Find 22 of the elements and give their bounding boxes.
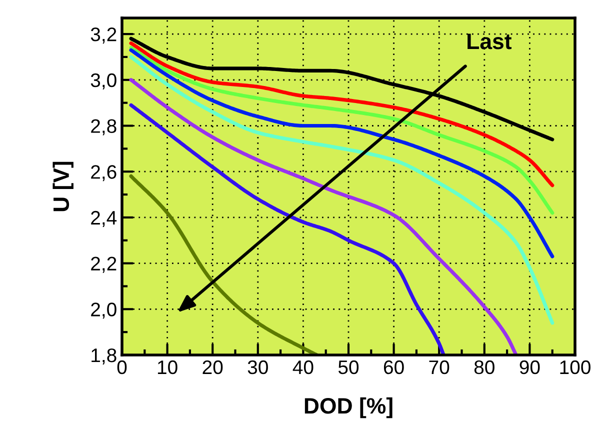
y-axis-title: U [V] <box>52 162 74 212</box>
x-tick-label: 70 <box>429 360 450 374</box>
x-tick-label: 80 <box>474 360 494 374</box>
x-tick-label: 10 <box>158 360 178 374</box>
x-tick-label: 0 <box>117 360 127 374</box>
y-tick-label: 3,2 <box>90 28 116 44</box>
y-tick-label: 2,2 <box>91 256 116 273</box>
y-tick-label: 2,4 <box>91 210 117 227</box>
x-tick-label: 20 <box>202 360 223 374</box>
y-tick-label: 3,0 <box>90 73 116 90</box>
y-tick-label: 1,8 <box>92 348 116 365</box>
x-tick-label: 40 <box>292 360 314 374</box>
y-tick-label: 2,0 <box>91 302 116 319</box>
x-tick-label: 90 <box>520 360 540 374</box>
x-tick-label: 50 <box>338 360 359 374</box>
y-tick-label: 2,8 <box>91 119 116 136</box>
x-axis-title: DOD [%] <box>304 397 392 418</box>
x-tick-label: 60 <box>384 360 404 374</box>
x-tick-label: 30 <box>248 360 268 374</box>
x-tick-label: 100 <box>560 360 590 374</box>
annotation: Last <box>468 34 512 50</box>
y-tick-label: 2,6 <box>91 165 116 182</box>
